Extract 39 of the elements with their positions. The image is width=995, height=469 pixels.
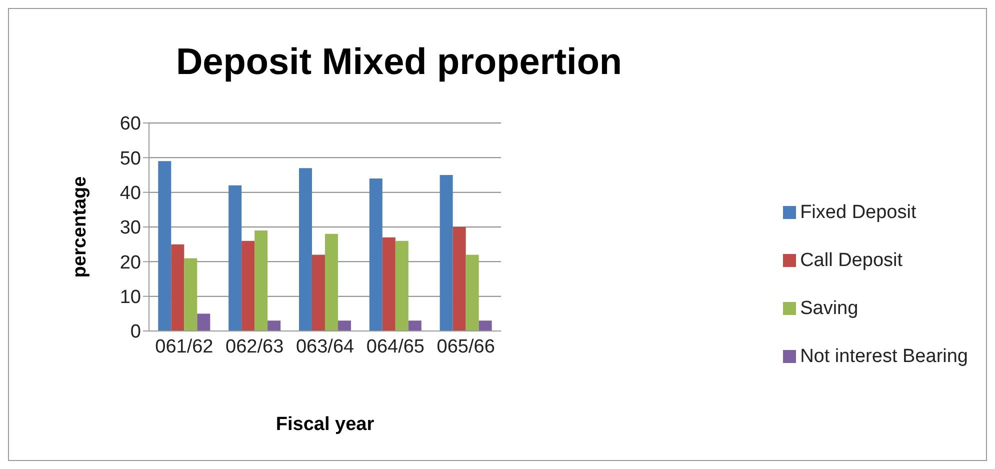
- bar: [158, 161, 172, 331]
- bar: [298, 168, 312, 331]
- chart-title: Deposit Mixed propertion: [174, 41, 624, 83]
- bar: [466, 254, 479, 331]
- legend-label: Not interest Bearing: [800, 346, 968, 367]
- bar: [452, 227, 466, 331]
- y-tick-label: 20: [120, 252, 141, 274]
- y-tick-label: 10: [120, 287, 141, 308]
- x-tick-label: 062/63: [226, 336, 284, 358]
- y-axis-title: percentage: [70, 176, 91, 278]
- bar: [382, 237, 396, 331]
- legend-label: Saving: [800, 298, 858, 319]
- y-tick-label: 0: [130, 322, 141, 343]
- bar: [324, 234, 338, 331]
- y-tick-label: 30: [120, 218, 141, 239]
- bar: [228, 185, 242, 331]
- y-tick-label: 50: [120, 148, 141, 170]
- x-tick-label: 065/66: [436, 336, 495, 358]
- y-tick-label: 40: [120, 183, 141, 204]
- y-tick-label: 60: [120, 114, 141, 135]
- legend-label: Fixed Deposit: [800, 202, 916, 223]
- x-axis-title: Fiscal year: [276, 414, 375, 435]
- bar: [197, 314, 210, 331]
- bar: [338, 320, 351, 331]
- bar: [184, 258, 198, 331]
- bar: [369, 178, 382, 331]
- bar: [408, 320, 422, 331]
- bar: [395, 240, 408, 331]
- bar: [312, 254, 325, 331]
- bar: [268, 320, 281, 331]
- bar: [242, 240, 255, 331]
- bar: [254, 230, 268, 331]
- legend-label: Call Deposit: [800, 250, 903, 271]
- bar: [478, 320, 492, 331]
- bar: [440, 175, 453, 331]
- x-tick-label: 063/64: [296, 336, 355, 358]
- x-tick-label: 064/65: [366, 336, 425, 358]
- x-tick-label: 061/62: [155, 336, 214, 358]
- bar: [171, 244, 184, 331]
